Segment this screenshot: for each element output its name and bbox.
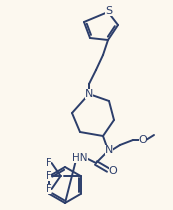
Text: S: S bbox=[105, 6, 113, 16]
Text: F: F bbox=[46, 158, 51, 168]
Text: HN: HN bbox=[72, 153, 88, 163]
Text: N: N bbox=[105, 145, 113, 155]
Text: O: O bbox=[139, 135, 147, 145]
Text: F: F bbox=[46, 184, 51, 194]
Text: N: N bbox=[85, 89, 93, 99]
Text: F: F bbox=[46, 171, 51, 181]
Text: O: O bbox=[109, 166, 117, 176]
